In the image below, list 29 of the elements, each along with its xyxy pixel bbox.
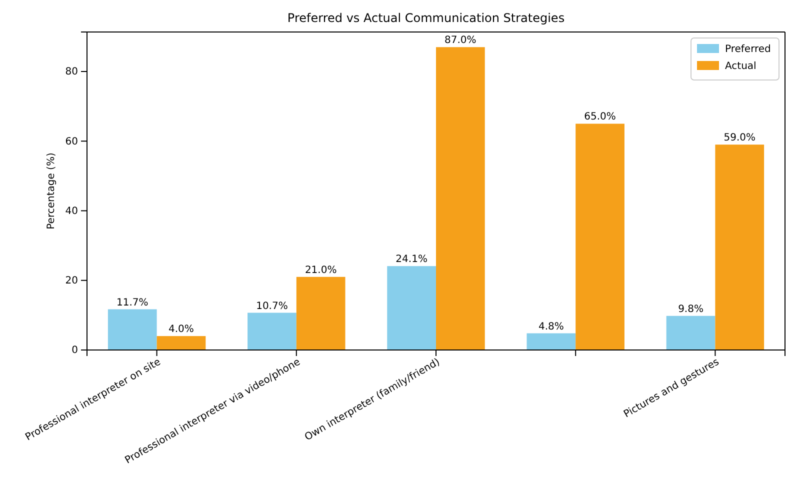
- y-axis-title: Percentage (%): [46, 152, 57, 230]
- y-tick-label: 80: [65, 66, 78, 78]
- data-label: 65.0%: [584, 112, 616, 123]
- y-tick-label: 60: [65, 136, 78, 148]
- bar: [156, 336, 206, 350]
- bar: [436, 47, 485, 350]
- legend-label: Preferred: [725, 44, 771, 55]
- y-tick-label: 0: [72, 345, 78, 356]
- data-label: 21.0%: [304, 264, 337, 276]
- data-label: 87.0%: [444, 35, 476, 46]
- data-label: 10.7%: [256, 300, 288, 312]
- bar: [296, 276, 346, 350]
- bar: [576, 124, 624, 350]
- data-label: 9.8%: [678, 304, 704, 315]
- data-label: 24.1%: [396, 254, 428, 266]
- bar: [526, 333, 576, 350]
- y-tick-label: 40: [65, 206, 78, 217]
- bar: [666, 316, 716, 350]
- data-label: 4.8%: [538, 321, 564, 332]
- data-label: 4.0%: [168, 324, 194, 336]
- legend-label: Actual: [725, 61, 756, 72]
- data-label: 11.7%: [116, 297, 148, 308]
- data-label: 59.0%: [724, 132, 756, 144]
- bar: [715, 144, 764, 350]
- chart-title: Preferred vs Actual Communication Strategies: [287, 11, 565, 25]
- y-tick-label: 20: [65, 276, 78, 287]
- bar: [108, 309, 157, 350]
- bar: [248, 312, 296, 350]
- bar: [387, 266, 436, 350]
